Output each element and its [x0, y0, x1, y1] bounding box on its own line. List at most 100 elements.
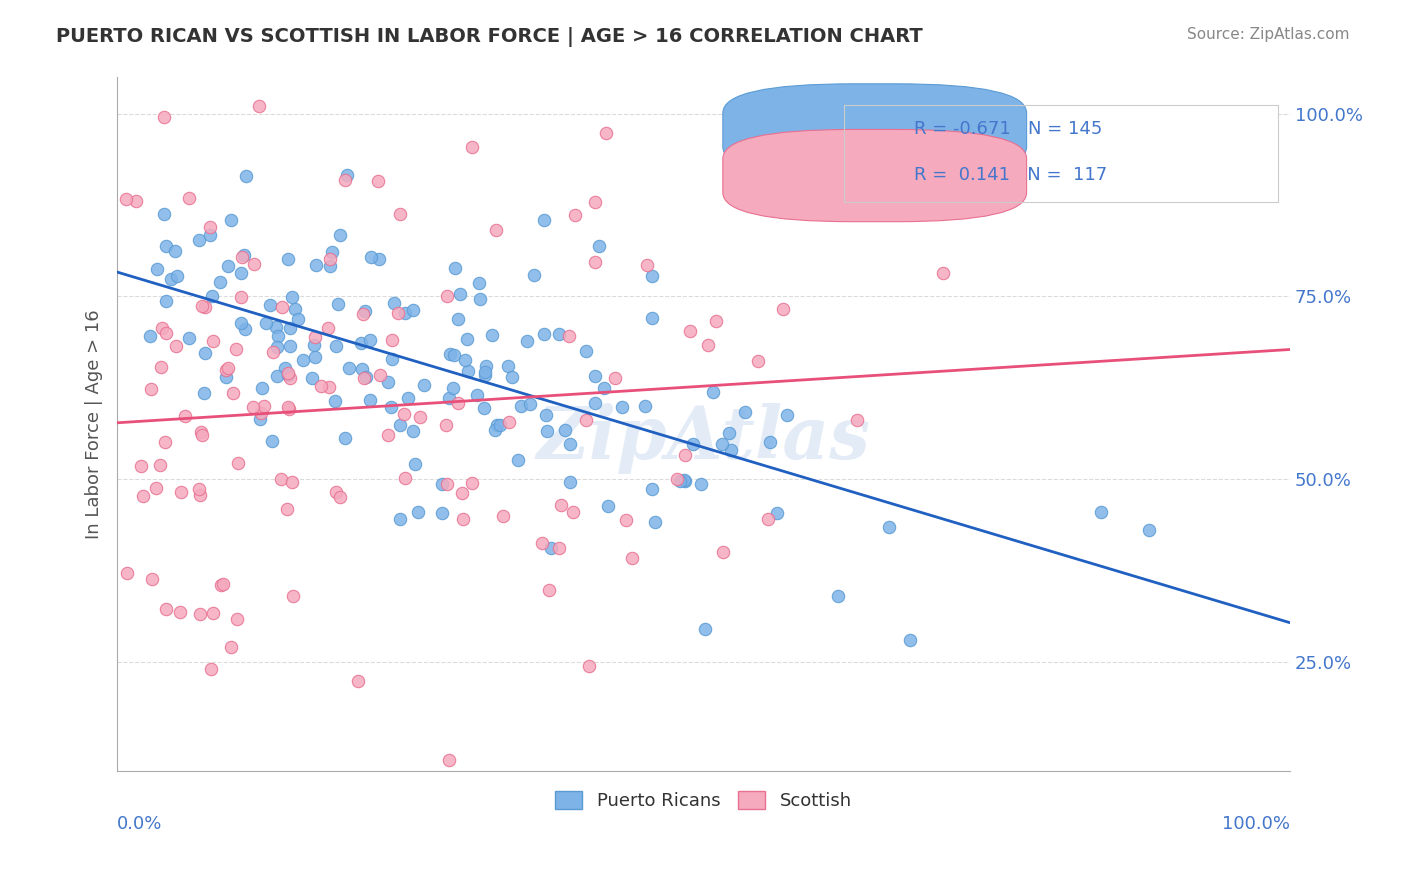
Point: [827, 590, 849, 604]
Point: [201, 289, 224, 303]
Point: [360, 250, 382, 264]
Point: [188, 482, 211, 496]
Point: [153, 207, 176, 221]
Point: [284, 301, 307, 316]
Point: [475, 359, 498, 373]
Point: [190, 425, 212, 440]
Point: [301, 371, 323, 385]
Point: [394, 471, 416, 485]
Point: [560, 475, 582, 489]
Point: [690, 477, 713, 491]
Point: [124, 194, 146, 208]
Point: [155, 435, 177, 450]
Point: [564, 208, 586, 222]
Point: [409, 409, 432, 424]
Point: [381, 333, 404, 347]
Point: [402, 303, 425, 318]
Point: [693, 622, 716, 636]
Point: [319, 260, 342, 274]
Point: [277, 366, 299, 380]
Point: [214, 363, 236, 377]
Point: [352, 307, 374, 321]
Point: [335, 173, 357, 187]
Point: [413, 377, 436, 392]
Point: [262, 345, 284, 359]
Point: [188, 488, 211, 502]
Point: [316, 321, 339, 335]
Point: [444, 260, 467, 275]
Point: [169, 606, 191, 620]
Point: [304, 350, 326, 364]
Point: [346, 674, 368, 689]
Point: [212, 577, 235, 591]
Point: [146, 262, 169, 277]
Point: [278, 339, 301, 353]
Point: [588, 239, 610, 253]
Point: [486, 417, 509, 432]
Point: [229, 316, 252, 330]
Point: [612, 401, 634, 415]
Point: [396, 391, 419, 405]
Point: [575, 412, 598, 426]
Point: [198, 220, 221, 235]
Point: [437, 392, 460, 406]
Point: [605, 371, 627, 385]
Point: [387, 306, 409, 320]
Point: [339, 361, 361, 376]
Point: [711, 545, 734, 559]
Point: [776, 408, 799, 422]
Legend: Puerto Ricans, Scottish: Puerto Ricans, Scottish: [548, 784, 859, 817]
Point: [188, 233, 211, 247]
Point: [821, 118, 844, 132]
Point: [562, 504, 585, 518]
Point: [201, 334, 224, 348]
Point: [250, 381, 273, 395]
Point: [501, 369, 523, 384]
Point: [533, 326, 555, 341]
Point: [278, 370, 301, 384]
Point: [636, 258, 658, 272]
Point: [389, 207, 412, 221]
Point: [115, 566, 138, 581]
Point: [406, 505, 429, 519]
Point: [277, 400, 299, 414]
Point: [202, 606, 225, 620]
Point: [492, 509, 515, 524]
Point: [198, 227, 221, 242]
Point: [229, 266, 252, 280]
Point: [141, 572, 163, 586]
Point: [696, 338, 718, 352]
Point: [191, 428, 214, 442]
Point: [326, 297, 349, 311]
Point: [138, 329, 160, 343]
Point: [148, 458, 170, 473]
Point: [456, 332, 478, 346]
Point: [682, 436, 704, 450]
Point: [898, 632, 921, 647]
Point: [222, 386, 245, 401]
Point: [614, 513, 637, 527]
Point: [191, 299, 214, 313]
Point: [450, 485, 472, 500]
Point: [349, 336, 371, 351]
Point: [276, 502, 298, 516]
Point: [484, 423, 506, 437]
Point: [519, 397, 541, 411]
Point: [305, 258, 328, 272]
Point: [145, 481, 167, 495]
Point: [432, 477, 454, 491]
Point: [554, 423, 576, 437]
Point: [560, 437, 582, 451]
Point: [710, 437, 733, 451]
Point: [481, 328, 503, 343]
Point: [474, 365, 496, 379]
Point: [278, 321, 301, 335]
Point: [194, 300, 217, 314]
Point: [451, 512, 474, 526]
Text: Source: ZipAtlas.com: Source: ZipAtlas.com: [1187, 27, 1350, 42]
Point: [219, 212, 242, 227]
Point: [772, 301, 794, 316]
Point: [329, 491, 352, 505]
Point: [583, 194, 606, 209]
Point: [441, 381, 464, 395]
